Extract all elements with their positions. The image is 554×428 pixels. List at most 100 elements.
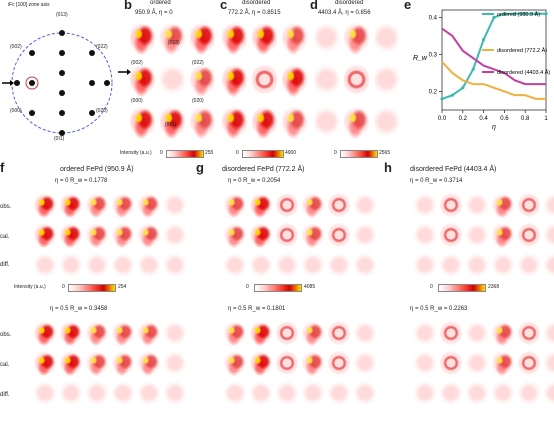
spot-b-011: (011) [165,122,176,128]
panel-a: iFc [100] zone axis (013) (002) (022) (0… [0,0,120,160]
data-point [482,38,485,41]
diffraction-pattern [138,320,160,346]
panel-c-subtitle: 772.2 Å, η = 0.8515 [228,10,281,16]
y-tick-label: 0.4 [429,15,438,21]
panel-g-top-params: η = 0 R_w = 0.2054 [228,178,280,184]
diffraction-pattern [138,252,160,278]
diffraction-pattern [492,222,514,248]
data-point [472,68,475,71]
panel-letter-h: h [384,160,392,175]
diffraction-pattern [328,192,350,218]
diffraction-pattern [518,192,540,218]
row-label-diff-bottom: diff. [0,392,10,398]
colorbar-c [242,150,284,158]
data-point [492,16,495,19]
diffraction-pattern [414,380,436,406]
spot-label-020: (020) [96,108,108,114]
diffraction-pattern [60,320,82,346]
diffraction-pattern [328,320,350,346]
spot-label-013: (013) [56,12,68,18]
panel-letter-d: d [310,0,318,12]
panel-d-subtitle: 4403.4 Å, η = 0.856 [318,10,371,16]
row-label-obs-top: obs. [0,204,11,210]
diffraction-pattern [164,350,186,376]
colorbar-g [254,284,302,292]
diffraction-pattern [302,380,324,406]
panel-letter-g: g [196,160,204,175]
colorbar-b [166,150,204,158]
series-line [442,14,546,99]
colorbar-b-max: 255 [205,150,213,156]
diffraction-pattern [164,192,186,218]
panel-f-top-params: η = 0 R_w = 0.1778 [55,178,107,184]
x-tick-label: 0.2 [459,116,468,122]
diffraction-pattern [544,320,554,346]
diffraction-pattern [466,380,488,406]
diffraction-pattern [224,380,246,406]
diffraction-pattern [224,192,246,218]
legend-label: ordered (950.9 Å) [497,11,540,18]
diffraction-pattern [544,222,554,248]
diffraction-pattern [518,350,540,376]
diffraction-pattern [354,320,376,346]
diffraction-pattern [250,320,272,346]
panel-letter-f: f [0,160,4,175]
diffraction-pattern [414,350,436,376]
diffraction-pattern [414,320,436,346]
diffraction-pattern [86,350,108,376]
panel-f-title: ordered FePd (950.9 Å) [60,166,134,173]
colorbar-h-max: 2368 [488,284,499,290]
colorbar-h [438,284,486,292]
diffraction-pattern [544,252,554,278]
colorbar-f-min: 0 [62,284,65,290]
x-tick-label: 1 [544,116,548,122]
colorbar-b-min: 0 [160,150,163,156]
diffraction-pattern [112,192,134,218]
diffraction-pattern [492,380,514,406]
diffraction-pattern [440,252,462,278]
diffraction-pattern [466,350,488,376]
spot-label-022: (022) [96,44,108,50]
data-point [461,86,464,89]
colorbar-c-min: 0 [236,150,239,156]
diffraction-pattern [224,222,246,248]
diffraction-pattern [414,252,436,278]
diffraction-pattern [224,320,246,346]
diffraction-pattern [276,320,298,346]
panel-b-subtitle: 950.9 Å, η = 0 [135,10,173,16]
data-point [440,97,443,100]
diffraction-pattern [164,380,186,406]
diffraction-pattern [138,380,160,406]
colorbar-f-max: 254 [118,284,126,290]
diffraction-pattern [250,222,272,248]
row-label-obs-bottom: obs. [0,332,11,338]
diffraction-pattern [414,222,436,248]
diffraction-pattern [466,320,488,346]
spot-label-000: (000) [10,108,22,114]
y-tick-label: 0.2 [429,89,438,95]
diffraction-pattern [86,222,108,248]
panel-c-title: disordered [242,0,270,6]
diffraction-pattern [328,252,350,278]
diffraction-pattern [354,350,376,376]
diffraction-pattern [86,252,108,278]
diffraction-pattern [276,350,298,376]
diffraction-pattern [492,350,514,376]
diffraction-pattern [276,380,298,406]
diffraction-pattern [34,222,56,248]
diffraction-pattern [328,350,350,376]
plot-frame [442,10,546,110]
data-point [544,12,547,15]
diffraction-pattern [60,252,82,278]
panel-g-title: disordered FePd (772.2 Å) [222,166,305,173]
diffraction-pattern [250,380,272,406]
diffraction-pattern [60,192,82,218]
diffraction-pattern [302,320,324,346]
spot-b-000: (000) [131,98,143,104]
diffraction-pattern [250,192,272,218]
diffraction-pattern [354,252,376,278]
spot-b-022: (022) [192,60,204,66]
diffraction-pattern [138,350,160,376]
diffraction-pattern [492,192,514,218]
diffraction-pattern [518,252,540,278]
